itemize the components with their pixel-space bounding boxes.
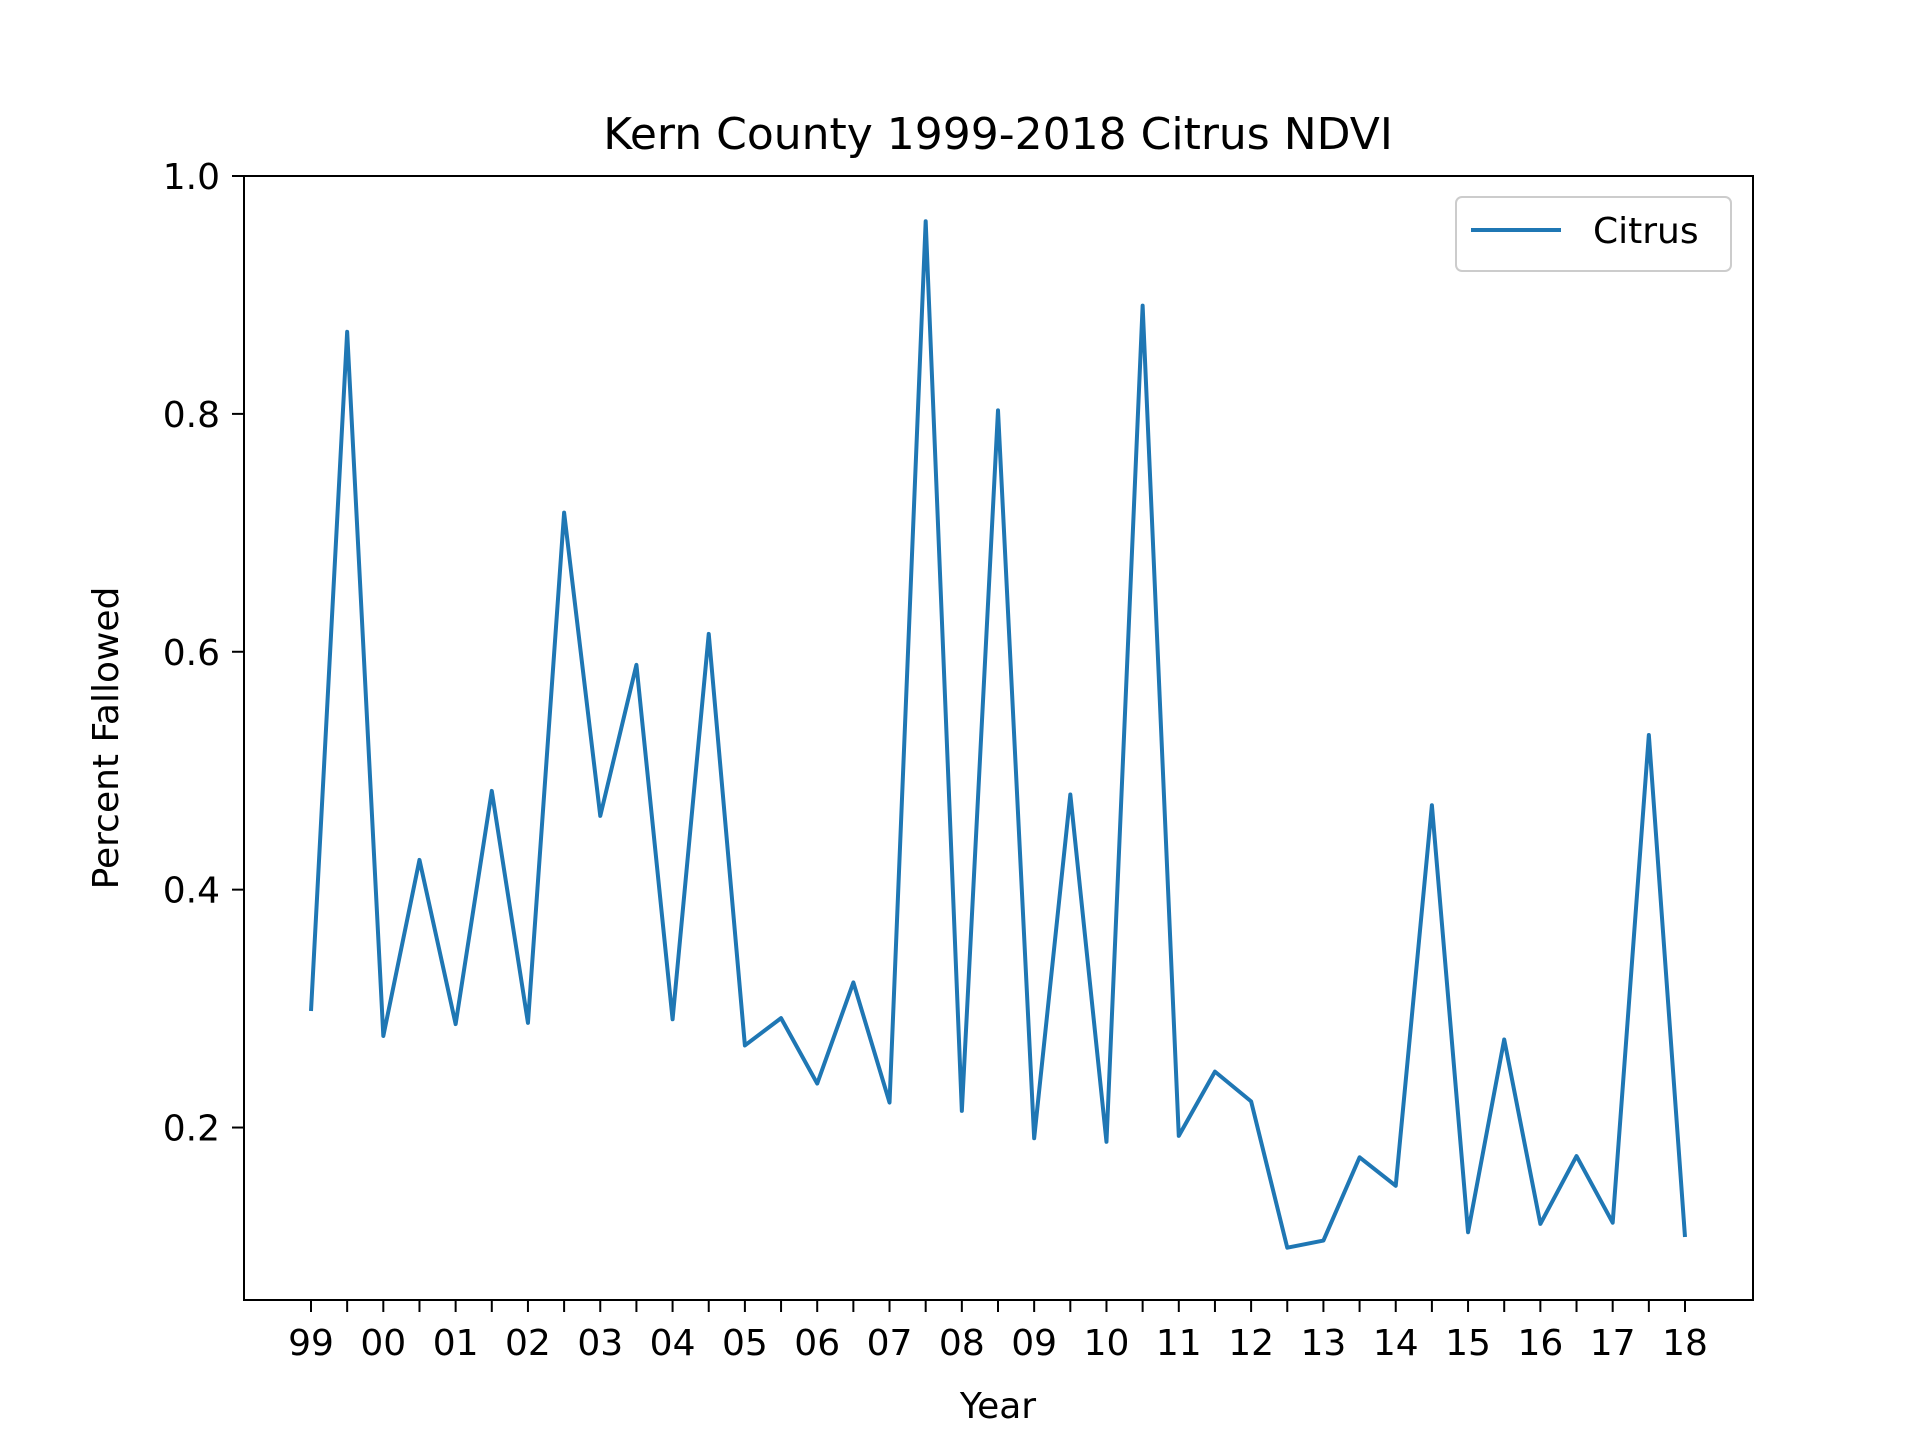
- y-axis-label: Percent Fallowed: [86, 587, 127, 890]
- y-tick-label: 1.0: [163, 157, 220, 198]
- x-tick-label: 13: [1301, 1323, 1347, 1364]
- x-tick-label: 08: [939, 1323, 985, 1364]
- x-tick-label: 12: [1228, 1323, 1274, 1364]
- x-tick-label: 17: [1590, 1323, 1636, 1364]
- x-tick-label: 18: [1662, 1323, 1708, 1364]
- y-tick-label: 0.2: [163, 1109, 220, 1150]
- x-tick-label: 99: [288, 1323, 334, 1364]
- x-tick-label: 00: [360, 1323, 406, 1364]
- x-tick-label: 10: [1084, 1323, 1130, 1364]
- x-tick-label: 11: [1156, 1323, 1202, 1364]
- legend-box: [1455, 196, 1732, 272]
- x-tick-label: 14: [1373, 1323, 1419, 1364]
- x-tick-label: 07: [867, 1323, 913, 1364]
- x-tick-label: 09: [1011, 1323, 1057, 1364]
- x-tick-label: 06: [794, 1323, 840, 1364]
- x-tick-label: 05: [722, 1323, 768, 1364]
- x-tick-label: 16: [1517, 1323, 1563, 1364]
- y-tick-label: 0.4: [163, 871, 220, 912]
- legend: Citrus: [1455, 196, 1732, 272]
- y-tick-label: 0.6: [163, 633, 220, 674]
- x-tick-label: 03: [577, 1323, 623, 1364]
- series-line-citrus: [309, 219, 1687, 1250]
- legend-label-citrus: Citrus: [1593, 211, 1699, 252]
- x-tick-label: 01: [433, 1323, 479, 1364]
- x-tick-label: 02: [505, 1323, 551, 1364]
- chart-title: Kern County 1999-2018 Citrus NDVI: [603, 109, 1393, 160]
- x-axis-label: Year: [959, 1386, 1036, 1427]
- x-tick-label: 15: [1445, 1323, 1491, 1364]
- x-tick-label: 04: [650, 1323, 696, 1364]
- y-tick-label: 0.8: [163, 395, 220, 436]
